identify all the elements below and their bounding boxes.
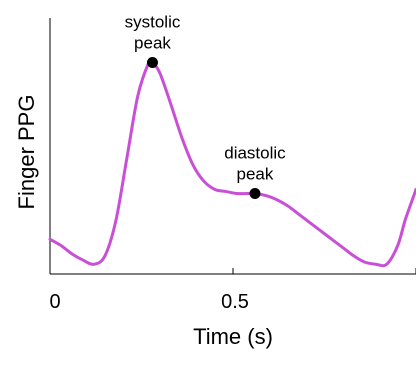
annotation-label-1-line-1: peak [237, 165, 274, 184]
annotation-label-1-line-0: diastolic [224, 144, 286, 163]
x-tick-label-0.5: 0.5 [221, 291, 249, 313]
annotation-marker-0 [146, 56, 158, 68]
annotation-label-0-line-1: peak [134, 33, 171, 52]
y-axis-label: Finger PPG [14, 95, 39, 210]
x-tick-label-1: 1 [414, 291, 416, 313]
x-tick-label-0: 0 [49, 291, 60, 313]
annotation-layer: systolic peak diastolic peak [125, 12, 286, 200]
ppg-waveform-line [48, 58, 416, 268]
annotation-label-0-line-0: systolic [125, 12, 181, 31]
annotation-marker-1 [249, 188, 261, 200]
x-axis-label: Time (s) [193, 324, 273, 349]
